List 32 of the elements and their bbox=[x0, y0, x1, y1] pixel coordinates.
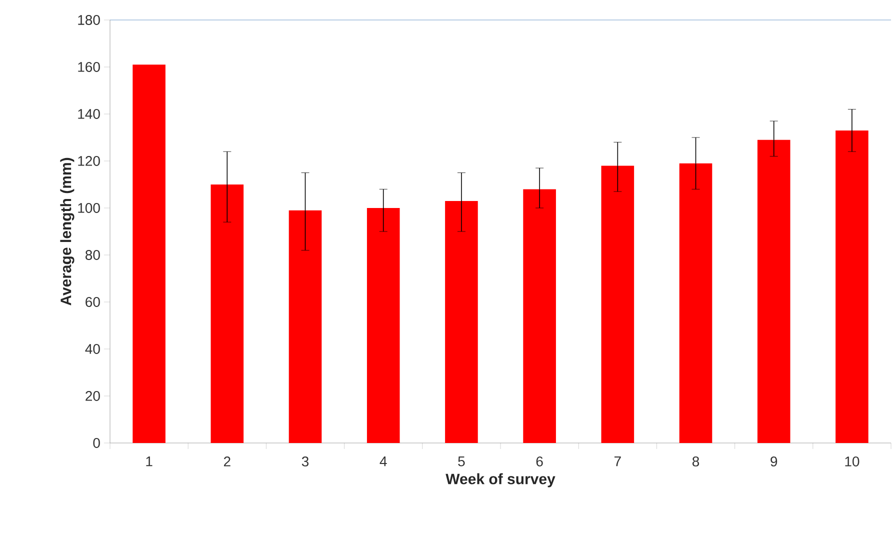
x-tick-label: 8 bbox=[692, 456, 700, 466]
bar bbox=[445, 200, 478, 443]
x-tick-label: 2 bbox=[224, 456, 230, 466]
y-tick-label: 80 bbox=[86, 250, 100, 260]
bar bbox=[210, 184, 244, 443]
x-tick-label: 6 bbox=[536, 456, 543, 466]
bar bbox=[601, 166, 634, 443]
y-tick-label: 0 bbox=[93, 438, 100, 448]
bar bbox=[679, 163, 712, 443]
y-tick-label: 60 bbox=[86, 297, 100, 307]
x-axis-title: Week of survey bbox=[446, 473, 556, 488]
bar bbox=[757, 140, 790, 443]
bar bbox=[132, 64, 166, 443]
x-tick-label: 3 bbox=[302, 456, 309, 466]
x-tick-label: 9 bbox=[770, 456, 778, 466]
bar bbox=[366, 208, 400, 443]
y-tick-label: 40 bbox=[85, 344, 100, 354]
x-tick-label: 7 bbox=[614, 456, 621, 466]
y-tick-label: 120 bbox=[78, 156, 100, 166]
y-axis-title: Average length (mm) bbox=[60, 158, 74, 306]
x-tick-label: 10 bbox=[845, 456, 860, 466]
y-tick-label: 100 bbox=[78, 203, 100, 213]
bar bbox=[836, 130, 868, 443]
y-tick-label: 20 bbox=[86, 391, 100, 401]
y-tick-label: 160 bbox=[78, 62, 100, 72]
y-tick-label: 140 bbox=[78, 109, 100, 119]
x-tick-label: 1 bbox=[146, 456, 152, 466]
y-tick-label: 180 bbox=[78, 15, 100, 25]
bar bbox=[288, 210, 322, 443]
bar bbox=[523, 189, 556, 443]
x-tick-label: 5 bbox=[458, 456, 465, 466]
x-tick-label: 4 bbox=[380, 456, 387, 466]
